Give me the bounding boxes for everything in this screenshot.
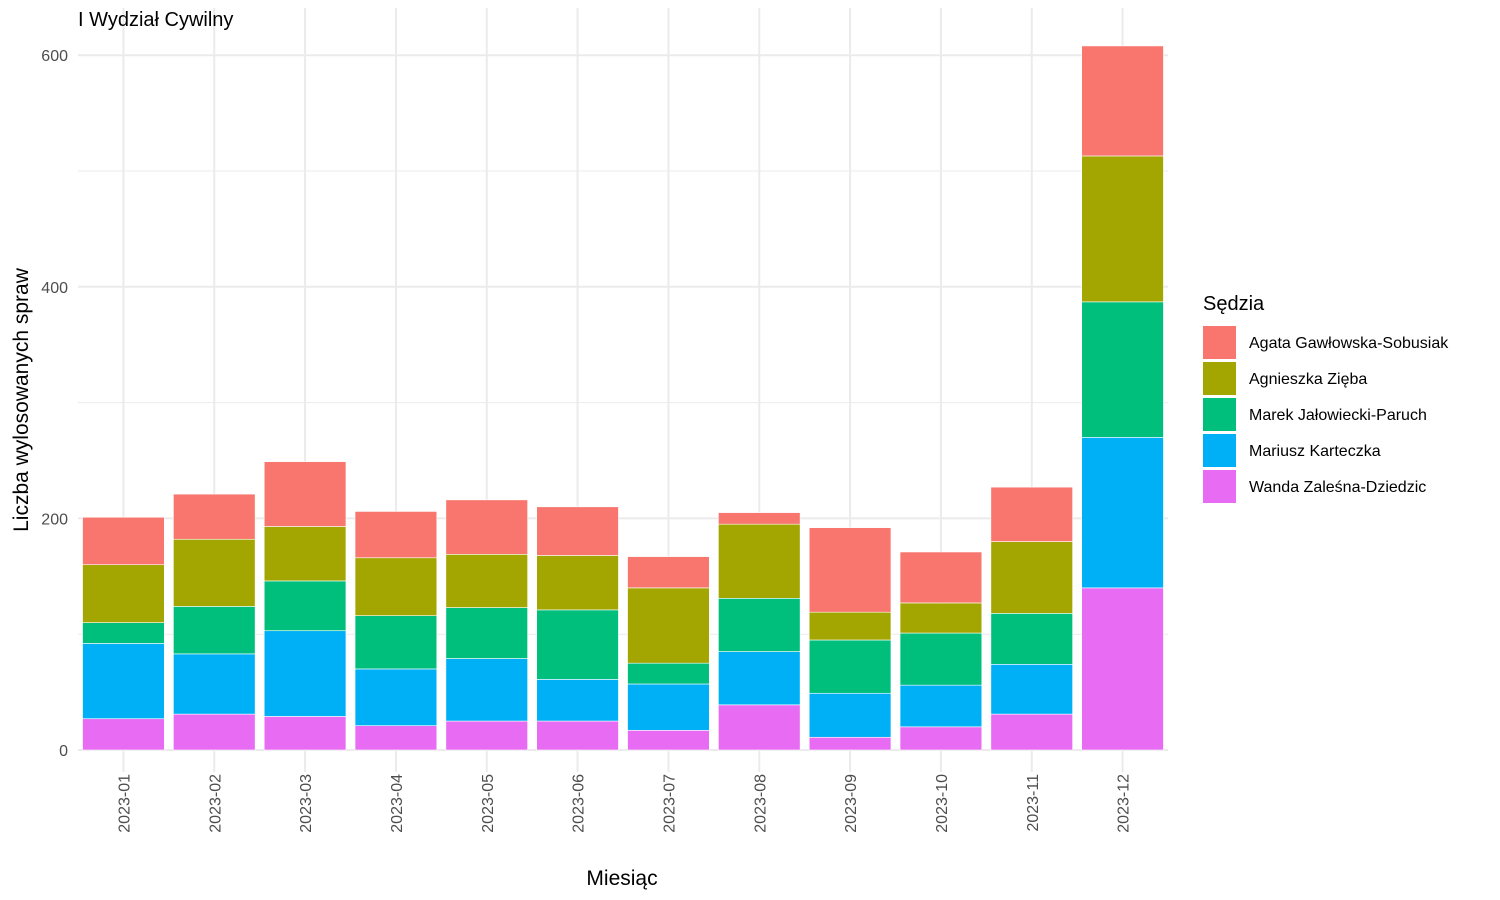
- x-axis-ticks: 2023-01 2023-02 2023-03 2023-04 2023-05 2023-…: [116, 774, 1132, 833]
- bar-segment: [627, 587, 710, 664]
- bar-segment: [990, 613, 1073, 665]
- bar-segment: [173, 606, 256, 655]
- bar-segment: [1081, 437, 1164, 589]
- bar-segment: [536, 679, 619, 722]
- x-tick-label: 2023-04: [389, 774, 406, 833]
- bar-segment: [263, 526, 347, 582]
- bar-segment: [173, 653, 256, 715]
- bar-segment: [173, 713, 256, 751]
- x-tick-label: 2023-02: [207, 774, 224, 833]
- bar-segment: [808, 527, 892, 613]
- x-tick-label: 2023-08: [752, 774, 769, 833]
- bar-segment: [627, 556, 710, 589]
- x-tick-label: 2023-05: [480, 774, 497, 833]
- x-tick-label: 2023-06: [571, 774, 588, 833]
- bar-segment: [536, 506, 619, 556]
- bar-segment: [263, 716, 347, 751]
- bar-segment: [990, 664, 1073, 715]
- bar-segment: [808, 736, 892, 751]
- y-tick-label: 0: [59, 743, 68, 760]
- bar-segment: [899, 632, 983, 686]
- bar-segment: [82, 643, 165, 720]
- bar-segment: [718, 598, 801, 652]
- bar-segment: [899, 551, 983, 604]
- x-tick-label: 2023-11: [1025, 774, 1042, 832]
- bar-segment: [1081, 45, 1164, 157]
- bar-segment: [263, 461, 347, 527]
- bar-segment: [536, 720, 619, 751]
- x-tick-label: 2023-09: [843, 774, 860, 833]
- bar-segment: [1081, 301, 1164, 438]
- bar-segment: [82, 718, 165, 751]
- x-axis-title: Miesiąc: [586, 867, 657, 890]
- x-tick-label: 2023-03: [298, 774, 315, 833]
- bar-segment: [718, 704, 801, 751]
- chart-title: I Wydział Cywilny: [78, 9, 233, 31]
- bar-segment: [990, 713, 1073, 751]
- bar-segment: [808, 692, 892, 738]
- legend-label: Agnieszka Zięba: [1249, 371, 1367, 388]
- bar-segment: [536, 555, 619, 611]
- bar-segment: [718, 651, 801, 706]
- legend-key: [1203, 398, 1236, 431]
- y-axis-title: Liczba wylosowanych spraw: [10, 267, 33, 532]
- bar-segment: [1081, 587, 1164, 751]
- bar-segment: [990, 541, 1073, 614]
- y-tick-label: 200: [41, 511, 68, 528]
- legend-label: Wanda Zaleśna-Dziedzic: [1249, 479, 1426, 496]
- bar-segment: [354, 511, 438, 559]
- legend-key: [1203, 326, 1236, 359]
- legend-title: Sędzia: [1203, 293, 1265, 315]
- bar-segment: [173, 493, 256, 540]
- bar-segment: [445, 658, 528, 722]
- legend-key: [1203, 470, 1236, 503]
- bar-segment: [263, 630, 347, 717]
- legend-label: Agata Gawłowska-Sobusiak: [1249, 335, 1449, 352]
- bar-segment: [445, 720, 528, 751]
- legend-label: Marek Jałowiecki-Paruch: [1249, 407, 1427, 424]
- legend-key: [1203, 362, 1236, 395]
- bar-segment: [82, 622, 165, 644]
- bar-segment: [82, 564, 165, 623]
- bar-segment: [627, 730, 710, 751]
- y-tick-label: 400: [41, 280, 68, 297]
- bar-segment: [808, 639, 892, 694]
- legend: Agata Gawłowska-Sobusiak Agnieszka Zięba M…: [1203, 326, 1449, 503]
- x-tick-label: 2023-07: [661, 774, 678, 833]
- bar-segment: [808, 611, 892, 641]
- y-axis-ticks: 0 200 400 600: [41, 48, 68, 760]
- bar-segment: [445, 553, 528, 608]
- bar-segment: [354, 615, 438, 670]
- bar-segment: [173, 538, 256, 607]
- bar-segment: [445, 499, 528, 555]
- bar-segment: [990, 486, 1073, 542]
- bar-segment: [627, 683, 710, 731]
- bar-segment: [354, 557, 438, 616]
- y-tick-label: 600: [41, 48, 68, 65]
- bar-segment: [445, 607, 528, 659]
- bar-segment: [718, 512, 801, 525]
- bar-segment: [82, 516, 165, 566]
- bar-segment: [354, 668, 438, 726]
- legend-label: Mariusz Karteczka: [1249, 443, 1381, 460]
- bars-layer: [82, 45, 1164, 751]
- bar-segment: [899, 684, 983, 728]
- bar-segment: [1081, 155, 1164, 303]
- bar-segment: [718, 523, 801, 599]
- bar-segment: [899, 602, 983, 634]
- legend-key: [1203, 434, 1236, 467]
- bar-segment: [263, 580, 347, 632]
- x-tick-label: 2023-01: [116, 774, 133, 833]
- bar-segment: [627, 662, 710, 685]
- x-tick-label: 2023-10: [934, 774, 951, 833]
- bar-segment: [899, 726, 983, 751]
- bar-segment: [354, 725, 438, 751]
- bar-segment: [536, 609, 619, 680]
- x-tick-label: 2023-12: [1116, 774, 1133, 833]
